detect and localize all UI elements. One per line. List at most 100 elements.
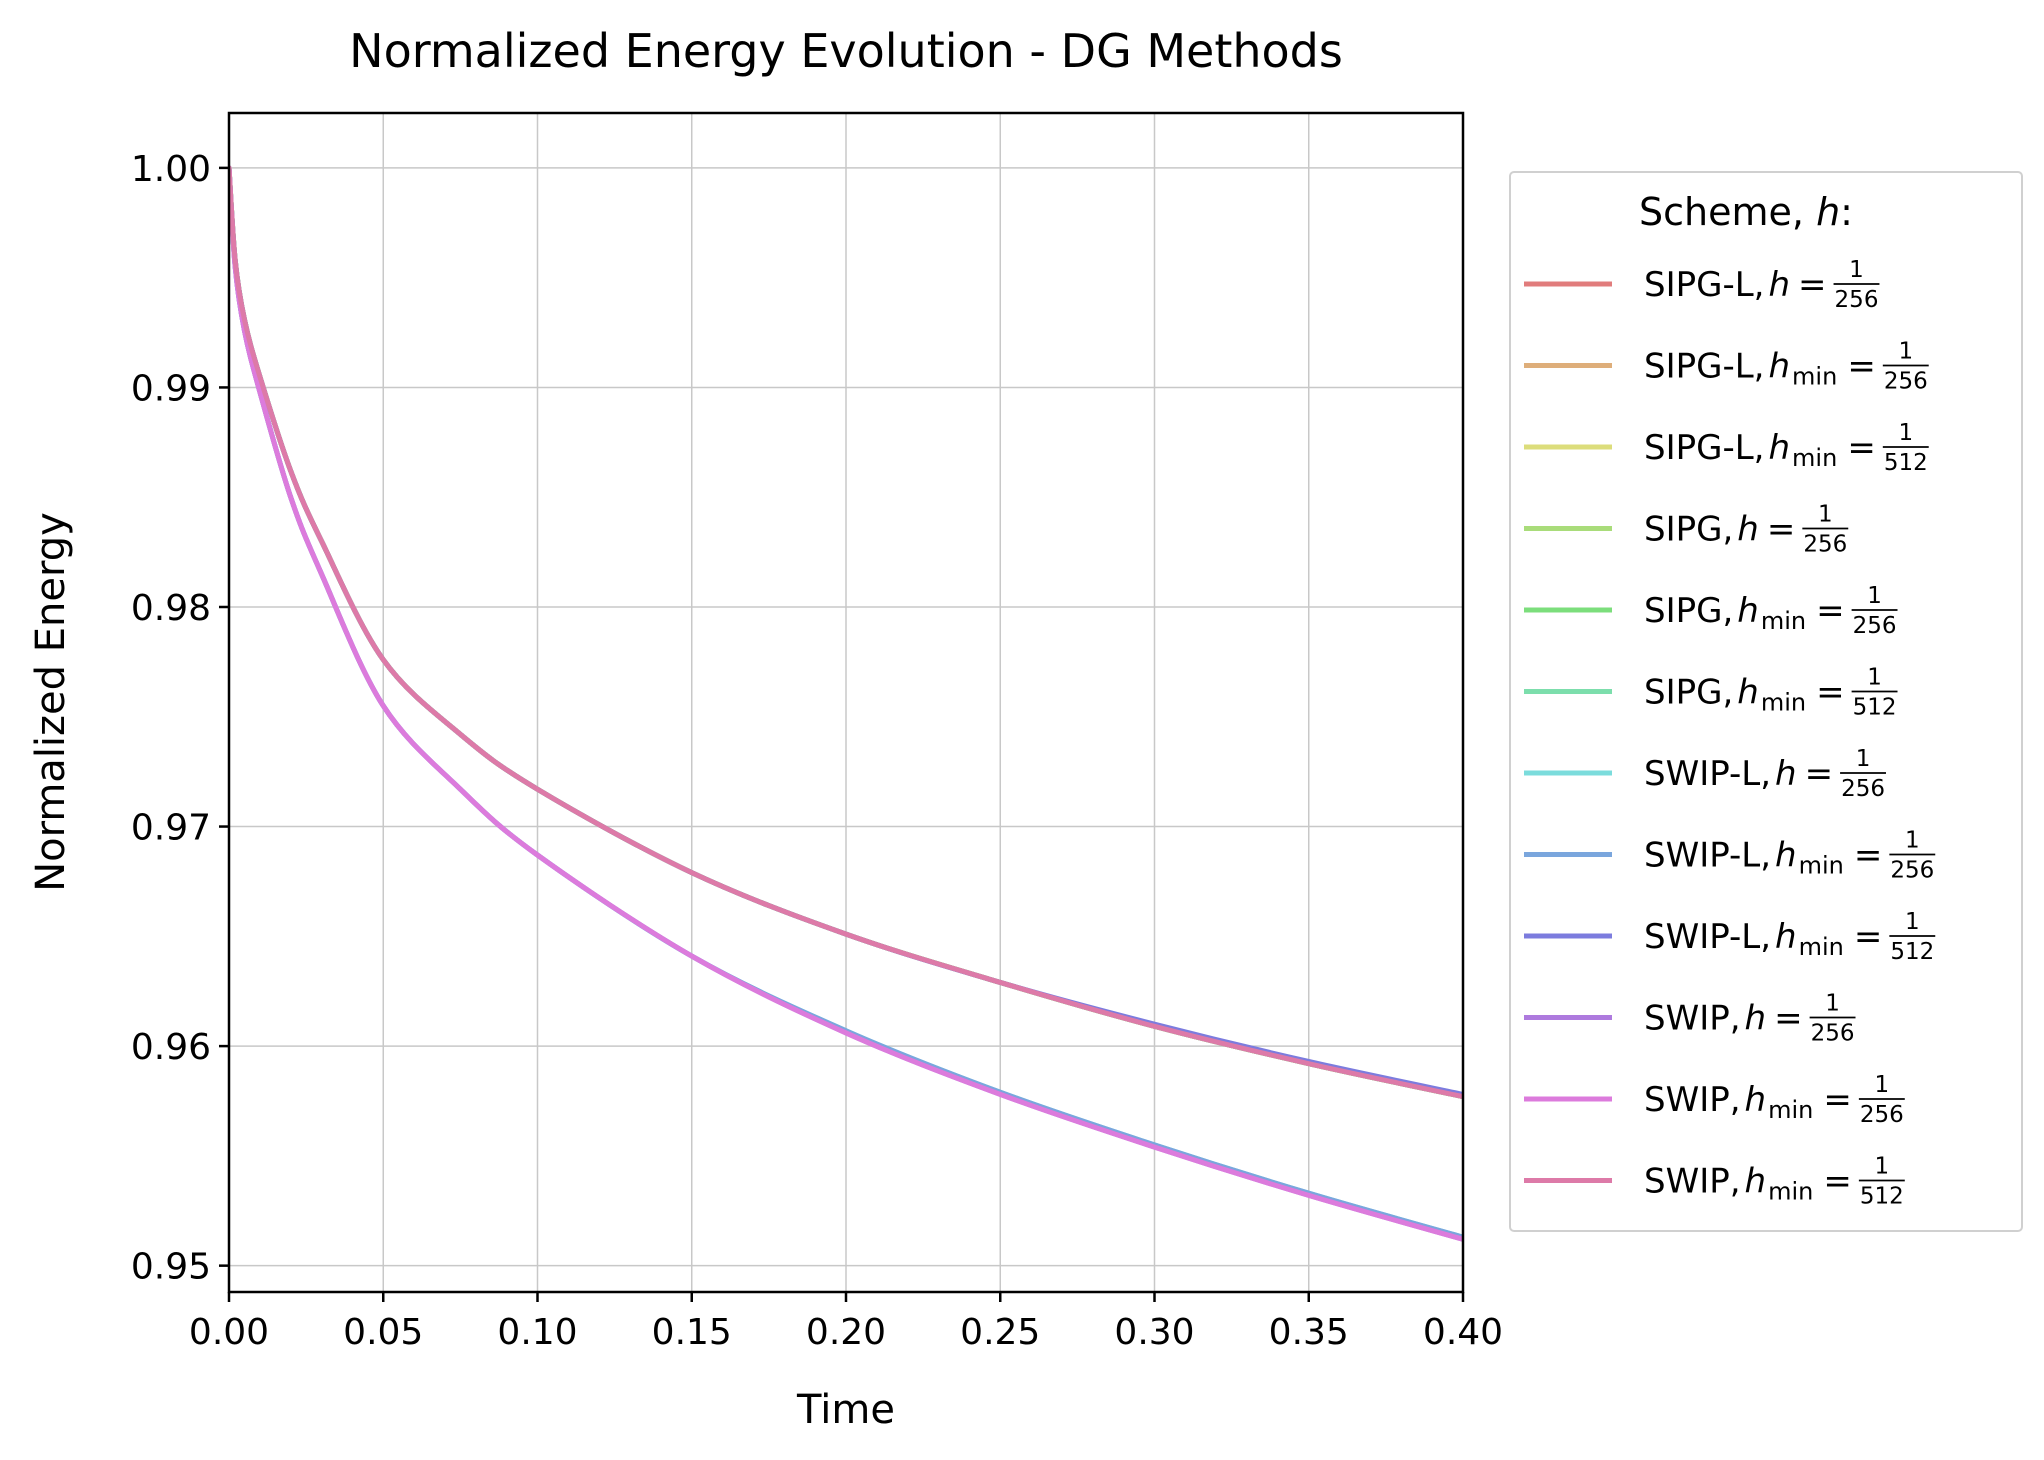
- legend-subscript: min: [1761, 607, 1806, 635]
- legend-frac-denominator: 256: [1860, 1102, 1904, 1128]
- legend-frac-denominator: 512: [1853, 695, 1897, 721]
- y-tick-label: 0.97: [131, 808, 211, 849]
- legend-entry-3: SIPG-L, h min = 1 512: [1524, 420, 1929, 476]
- legend-equals: =: [1767, 510, 1796, 550]
- legend-scheme: SIPG-L: [1644, 265, 1754, 305]
- legend-frac-denominator: 512: [1860, 1184, 1904, 1210]
- legend-comma: ,: [1730, 999, 1741, 1039]
- legend-comma: ,: [1754, 347, 1765, 387]
- legend-equals: =: [1847, 347, 1876, 387]
- legend-frac-numerator: 1: [1875, 1072, 1890, 1098]
- legend-var: h: [1775, 836, 1797, 876]
- legend-entry-2: SIPG-L, h min = 1 256: [1524, 339, 1929, 395]
- legend-comma: ,: [1754, 428, 1765, 468]
- legend-equals: =: [1816, 673, 1845, 713]
- legend-scheme: SIPG: [1644, 673, 1722, 713]
- legend-title-suffix: :: [1840, 190, 1853, 234]
- legend-var: h: [1768, 265, 1790, 305]
- legend-comma: ,: [1754, 265, 1765, 305]
- legend-comma: ,: [1760, 836, 1771, 876]
- legend-equals: =: [1854, 836, 1883, 876]
- legend-var: h: [1737, 673, 1759, 713]
- x-tick-label: 0.35: [1269, 1312, 1349, 1353]
- x-axis: 0.00 0.05 0.10 0.15 0.20 0.25 0.30 0.35 0.40: [189, 1292, 1503, 1353]
- legend-frac-numerator: 1: [1898, 339, 1913, 365]
- legend-entry-7: SWIP-L, h = 1 256: [1524, 746, 1886, 802]
- legend-frac-numerator: 1: [1856, 746, 1871, 772]
- x-tick-label: 0.05: [343, 1312, 423, 1353]
- legend-var: h: [1775, 917, 1797, 957]
- legend-entry-9: SWIP-L, h min = 1 512: [1524, 909, 1936, 965]
- x-tick-label: 0.15: [652, 1312, 732, 1353]
- x-tick-label: 0.25: [960, 1312, 1040, 1353]
- legend-var: h: [1768, 428, 1790, 468]
- legend-var: h: [1775, 754, 1797, 794]
- legend-scheme: SIPG-L: [1644, 428, 1754, 468]
- legend-entry-8: SWIP-L, h min = 1 256: [1524, 828, 1936, 884]
- legend-frac-denominator: 256: [1853, 613, 1897, 639]
- legend-subscript: min: [1792, 363, 1837, 391]
- legend-frac-numerator: 1: [1905, 828, 1920, 854]
- y-axis-title: Normalized Energy: [28, 512, 74, 892]
- legend-subscript: min: [1768, 1096, 1813, 1124]
- legend-scheme: SWIP: [1644, 1162, 1730, 1202]
- x-tick-label: 0.40: [1423, 1312, 1503, 1353]
- y-tick-label: 0.98: [131, 588, 211, 629]
- legend-entry-6: SIPG, h min = 1 512: [1524, 665, 1898, 721]
- legend-frac-denominator: 256: [1841, 776, 1885, 802]
- legend-comma: ,: [1722, 673, 1733, 713]
- legend-var: h: [1745, 1162, 1767, 1202]
- legend-title-var: h: [1816, 190, 1840, 234]
- y-tick-label: 0.96: [131, 1027, 211, 1068]
- legend-equals: =: [1823, 1080, 1852, 1120]
- legend-frac-numerator: 1: [1867, 665, 1882, 691]
- legend-scheme: SWIP: [1644, 1080, 1730, 1120]
- legend-equals: =: [1798, 265, 1827, 305]
- legend-comma: ,: [1760, 754, 1771, 794]
- legend-subscript: min: [1799, 852, 1844, 880]
- legend-subscript: min: [1792, 444, 1837, 472]
- legend-equals: =: [1774, 999, 1803, 1039]
- legend-frac-numerator: 1: [1849, 257, 1864, 283]
- legend-frac-denominator: 512: [1884, 450, 1928, 476]
- legend-frac-numerator: 1: [1905, 909, 1920, 935]
- legend-entry-1: SIPG-L, h = 1 256: [1524, 257, 1880, 313]
- legend-frac-denominator: 512: [1890, 939, 1934, 965]
- x-tick-label: 0.20: [806, 1312, 886, 1353]
- x-tick-label: 0.30: [1114, 1312, 1194, 1353]
- legend-frac-numerator: 1: [1898, 420, 1913, 446]
- legend-scheme: SWIP-L: [1644, 836, 1760, 876]
- legend-frac-denominator: 256: [1835, 287, 1879, 313]
- legend-frac-denominator: 256: [1890, 858, 1934, 884]
- legend-var: h: [1745, 999, 1767, 1039]
- legend-entry-11: SWIP, h min = 1 256: [1524, 1072, 1905, 1128]
- legend-frac-numerator: 1: [1818, 502, 1833, 528]
- legend-entry-5: SIPG, h min = 1 256: [1524, 583, 1898, 639]
- x-tick-label: 0.10: [497, 1312, 577, 1353]
- legend-frac-numerator: 1: [1875, 1154, 1890, 1180]
- legend-frac-denominator: 256: [1803, 532, 1847, 558]
- legend-comma: ,: [1760, 917, 1771, 957]
- legend-scheme: SWIP-L: [1644, 917, 1760, 957]
- legend-entry-10: SWIP, h = 1 256: [1524, 991, 1856, 1047]
- plot-area: [229, 165, 1463, 1242]
- legend-frac-numerator: 1: [1867, 583, 1882, 609]
- legend-equals: =: [1805, 754, 1834, 794]
- y-tick-label: 0.95: [131, 1247, 211, 1288]
- y-axis: 0.95 0.96 0.97 0.98 0.99 1.00: [131, 149, 229, 1288]
- legend-comma: ,: [1722, 591, 1733, 631]
- legend-var: h: [1768, 347, 1790, 387]
- legend-subscript: min: [1761, 689, 1806, 717]
- legend-scheme: SWIP-L: [1644, 754, 1760, 794]
- legend-title: Scheme, h:: [1639, 190, 1853, 234]
- legend-equals: =: [1823, 1162, 1852, 1202]
- legend-frac-denominator: 256: [1884, 369, 1928, 395]
- legend-entry-4: SIPG, h = 1 256: [1524, 502, 1849, 558]
- legend-var: h: [1737, 591, 1759, 631]
- legend-entry-12: SWIP, h min = 1 512: [1524, 1154, 1905, 1210]
- legend-scheme: SIPG: [1644, 510, 1722, 550]
- legend-subscript: min: [1799, 933, 1844, 961]
- x-axis-title: Time: [796, 1387, 895, 1433]
